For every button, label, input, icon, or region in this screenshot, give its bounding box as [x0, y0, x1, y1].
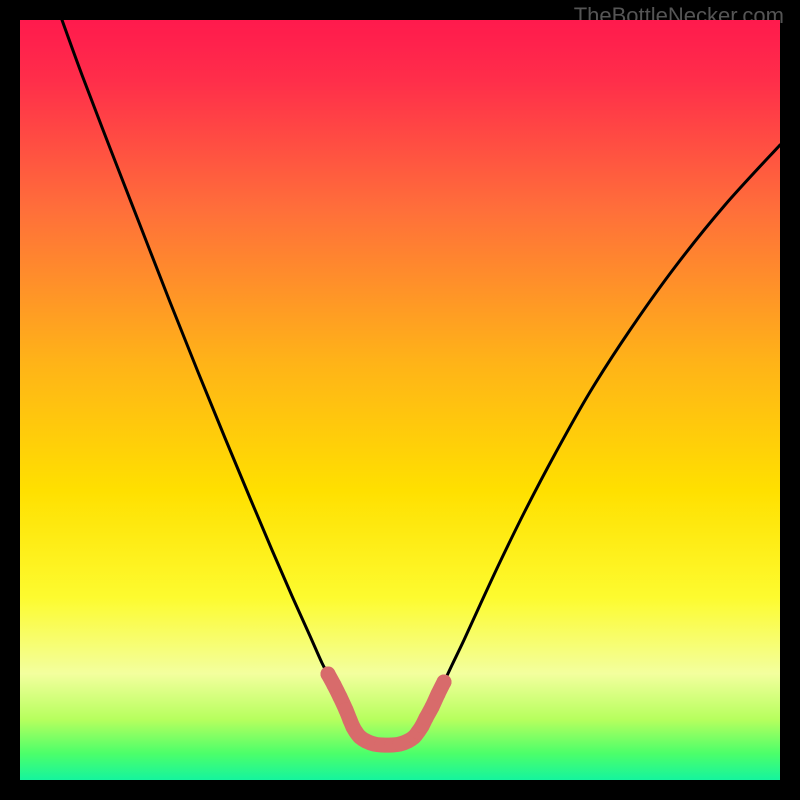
chart-background — [20, 20, 780, 780]
bottleneck-chart — [20, 20, 780, 780]
